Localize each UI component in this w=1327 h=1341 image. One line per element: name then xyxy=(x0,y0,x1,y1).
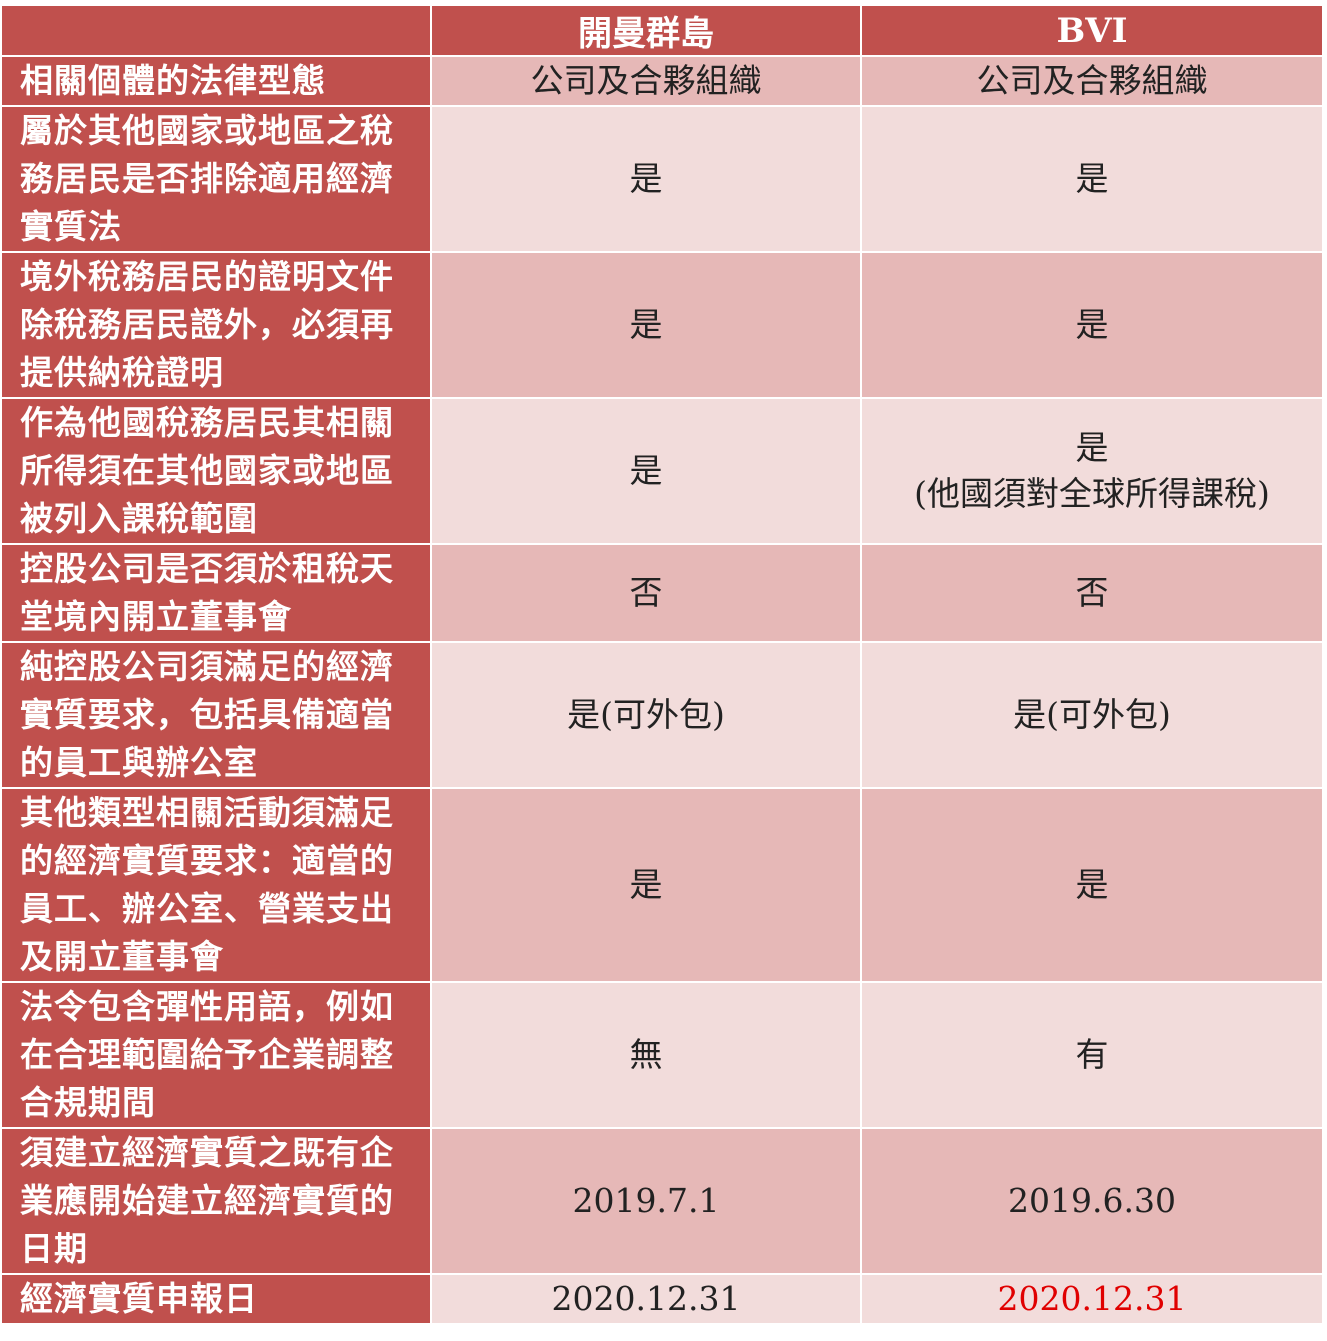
cell: 是 xyxy=(430,251,862,399)
row-label: 屬於其他國家或地區之稅務居民是否排除適用經濟實質法 xyxy=(0,105,432,253)
table-row: 純控股公司須滿足的經濟實質要求，包括具備適當的員工與辦公室 是(可外包) 是(可外包… xyxy=(0,641,1324,789)
table-row: 作為他國稅務居民其相關所得須在其他國家或地區被列入課稅範圍是是 (他國須對全球所… xyxy=(0,397,1324,545)
header-cell: BVI xyxy=(860,4,1324,57)
cell: 是 xyxy=(430,787,862,983)
cell: 是(可外包) xyxy=(860,641,1324,789)
row-label: 相關個體的法律型態 xyxy=(0,55,432,107)
cell: 是 xyxy=(430,105,862,253)
cell: 是(可外包) xyxy=(430,641,862,789)
cell: 是 xyxy=(860,251,1324,399)
row-label: 作為他國稅務居民其相關所得須在其他國家或地區被列入課稅範圍 xyxy=(0,397,432,545)
table-row: 經濟實質申報日 2020.12.31 2020.12.31 xyxy=(0,1273,1324,1325)
cell: 有 xyxy=(860,981,1324,1129)
table-row: 須建立經濟實質之既有企業應開始建立經濟實質的日期 2019.7.1 2019.6.3… xyxy=(0,1127,1324,1275)
row-label: 純控股公司須滿足的經濟實質要求，包括具備適當的員工與辦公室 xyxy=(0,641,432,789)
cell: 是 (他國須對全球所得課稅) xyxy=(860,397,1324,545)
cell: 是 xyxy=(860,105,1324,253)
table-body: 相關個體的法律型態 公司及合夥組織 公司及合夥組織 屬於其他國家或地區之稅務居民是否排… xyxy=(0,55,1324,1325)
cell: 2020.12.31 xyxy=(860,1273,1324,1325)
cell: 是 xyxy=(430,397,862,545)
table-row: 法令包含彈性用語，例如在合理範圍給予企業調整合規期間無有 xyxy=(0,981,1324,1129)
row-label: 法令包含彈性用語，例如在合理範圍給予企業調整合規期間 xyxy=(0,981,432,1129)
row-label: 境外稅務居民的證明文件除稅務居民證外，必須再提供納稅證明 xyxy=(0,251,432,399)
table-row: 其他類型相關活動須滿足的經濟實質要求：適當的員工、辦公室、營業支出及開立董事會是… xyxy=(0,787,1324,983)
table-row: 境外稅務居民的證明文件除稅務居民證外，必須再提供納稅證明是是 xyxy=(0,251,1324,399)
cell: 否 xyxy=(430,543,862,643)
table-row: 控股公司是否須於租稅天堂境內開立董事會否否 xyxy=(0,543,1324,643)
table-row: 相關個體的法律型態 公司及合夥組織 公司及合夥組織 xyxy=(0,55,1324,107)
cell: 2020.12.31 xyxy=(430,1273,862,1325)
row-label: 須建立經濟實質之既有企業應開始建立經濟實質的日期 xyxy=(0,1127,432,1275)
header-blank xyxy=(0,4,432,57)
row-label: 其他類型相關活動須滿足的經濟實質要求：適當的員工、辦公室、營業支出及開立董事會 xyxy=(0,787,432,983)
cell: 2019.7.1 xyxy=(430,1127,862,1275)
table-row: 屬於其他國家或地區之稅務居民是否排除適用經濟實質法是是 xyxy=(0,105,1324,253)
cell: 是 xyxy=(860,787,1324,983)
header-row: 開曼群島 BVI xyxy=(0,4,1324,57)
header-cell: 開曼群島 xyxy=(430,4,862,57)
page: 開曼群島 BVI 相關個體的法律型態 公司及合夥組織 公司及合夥組織 屬於其他國家或地… xyxy=(0,4,1327,1341)
comparison-table: 開曼群島 BVI 相關個體的法律型態 公司及合夥組織 公司及合夥組織 屬於其他國家或地… xyxy=(0,4,1324,1325)
cell: 否 xyxy=(860,543,1324,643)
row-label: 經濟實質申報日 xyxy=(0,1273,432,1325)
cell: 公司及合夥組織 xyxy=(860,55,1324,107)
cell: 2019.6.30 xyxy=(860,1127,1324,1275)
cell: 無 xyxy=(430,981,862,1129)
row-label: 控股公司是否須於租稅天堂境內開立董事會 xyxy=(0,543,432,643)
cell: 公司及合夥組織 xyxy=(430,55,862,107)
